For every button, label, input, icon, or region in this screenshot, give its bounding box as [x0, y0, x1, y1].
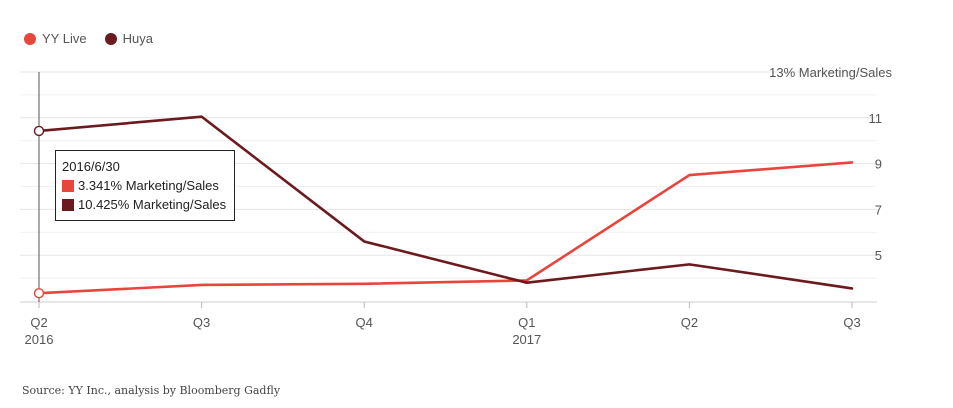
x-tick-sublabel: 2017	[512, 332, 541, 347]
y-axis-top-label: 13% Marketing/Sales	[769, 65, 892, 80]
tooltip-value-huya: 10.425% Marketing/Sales	[78, 197, 227, 212]
y-tick-label: 9	[875, 157, 882, 172]
y-tick-label: 7	[875, 202, 882, 217]
legend-item-huya[interactable]: Huya	[104, 31, 153, 46]
legend-item-yy-live[interactable]: YY Live	[24, 31, 87, 46]
hover-point-yy-live	[33, 287, 45, 299]
series-line-huya	[37, 115, 854, 290]
x-tick-label: Q2	[30, 315, 47, 330]
x-tick-label: Q4	[356, 315, 373, 330]
x-tick-label: Q3	[193, 315, 210, 330]
y-tick-label: 11	[869, 111, 883, 126]
tooltip-swatch-yy-live	[62, 179, 74, 192]
tooltip-row-huya: 10.425% Marketing/Sales	[62, 195, 228, 214]
source-note: Source: YY Inc., analysis by Bloomberg G…	[22, 384, 281, 397]
legend-label-yy-live: YY Live	[42, 31, 87, 46]
x-tick-label: Q3	[843, 315, 860, 330]
x-tick-sublabel: 2016	[25, 332, 54, 347]
legend-marker-yy-live	[24, 32, 36, 45]
x-tick-label: Q1	[518, 315, 535, 330]
hover-tooltip: 2016/6/30 3.341% Marketing/Sales 10.425%…	[55, 150, 235, 221]
tooltip-value-yy-live: 3.341% Marketing/Sales	[78, 178, 219, 193]
series-line-yy-live	[37, 161, 854, 295]
tooltip-date: 2016/6/30	[62, 159, 120, 174]
legend-label-huya: Huya	[122, 31, 153, 46]
y-tick-label: 5	[875, 248, 882, 263]
x-tick-label: Q2	[681, 315, 698, 330]
tooltip-swatch-huya	[62, 198, 74, 211]
legend: YY Live Huya	[24, 31, 153, 46]
hover-point-huya	[33, 125, 45, 137]
tooltip-row-yy-live: 3.341% Marketing/Sales	[62, 176, 228, 195]
legend-marker-huya	[104, 32, 117, 45]
